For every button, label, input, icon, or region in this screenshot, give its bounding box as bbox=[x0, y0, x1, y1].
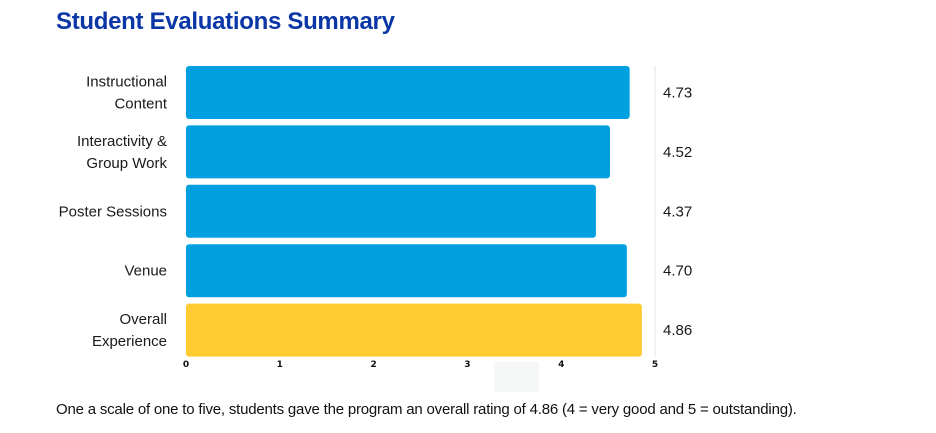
bar-2 bbox=[186, 184, 596, 238]
x-tick-label: 3 bbox=[464, 360, 470, 370]
chart-caption: One a scale of one to five, students gav… bbox=[56, 401, 797, 418]
category-label: Interactivity & Group Work bbox=[77, 133, 168, 172]
bar-chart: Instructional Content Interactivity & Group… bbox=[59, 66, 692, 370]
category-label: Venue bbox=[124, 263, 167, 280]
bar-3 bbox=[186, 244, 627, 298]
x-tick-label: 4 bbox=[558, 360, 564, 370]
x-axis-ticks-group: 0 1 2 3 4 5 bbox=[183, 360, 658, 370]
category-label: Overall Experience bbox=[92, 311, 167, 350]
value-label: 4.86 bbox=[663, 322, 692, 339]
bars-group bbox=[186, 66, 642, 357]
category-labels-group: Instructional Content Interactivity & Group… bbox=[59, 74, 168, 351]
value-label: 4.70 bbox=[663, 263, 692, 280]
x-tick-label: 0 bbox=[183, 360, 189, 370]
x-tick-label: 1 bbox=[277, 360, 283, 370]
placeholder-box bbox=[494, 362, 539, 392]
bar-0 bbox=[186, 66, 630, 119]
x-tick-label: 2 bbox=[370, 360, 376, 370]
value-labels-group: 4.73 4.52 4.37 4.70 4.86 bbox=[663, 85, 692, 340]
x-tick-label: 5 bbox=[652, 360, 658, 370]
bar-4 bbox=[186, 303, 642, 357]
value-label: 4.73 bbox=[663, 85, 692, 102]
category-label: Instructional Content bbox=[86, 74, 168, 113]
value-label: 4.37 bbox=[663, 203, 692, 220]
value-label: 4.52 bbox=[663, 144, 692, 161]
category-label: Poster Sessions bbox=[59, 203, 167, 220]
chart-title: Student Evaluations Summary bbox=[56, 8, 395, 35]
bar-1 bbox=[186, 125, 610, 179]
